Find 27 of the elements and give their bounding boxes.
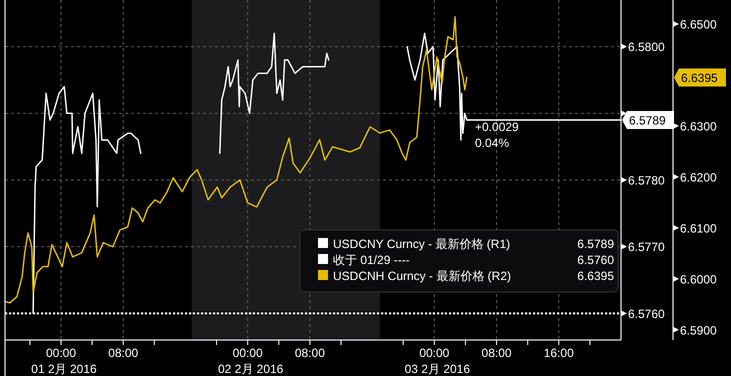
y2-tick-label: 6.6300	[680, 119, 718, 134]
y2-tick-label: 6.6100	[680, 221, 718, 236]
annotation: +0.0029	[475, 120, 520, 134]
x-tick-label: 00:00 03 2月 2016	[404, 346, 470, 376]
y-tick-label: 6.5760	[628, 306, 666, 321]
x-tick-label: 16:00	[544, 346, 574, 360]
y2-tick-label: 6.5900	[680, 323, 718, 338]
x-tick-label: 00:00 01 2月 2016	[31, 346, 98, 376]
y-tick-label: 6.5770	[628, 240, 666, 254]
y-tick-label: 6.5800	[628, 40, 666, 54]
legend-label: USDCNH Curncy - 最新价格 (R2)	[333, 269, 512, 283]
legend-label: USDCNY Curncy - 最新价格 (R1)	[333, 237, 510, 251]
annotation: 6.5789	[577, 237, 614, 251]
y2-tick-label: 6.6000	[680, 272, 718, 286]
x-tick-label: 08:00	[108, 346, 139, 360]
annotation: 6.5760	[577, 253, 614, 267]
annotation: 6.6395	[577, 269, 614, 283]
y-tick-label: 6.5780	[628, 174, 666, 188]
annotation: 0.04%	[475, 136, 510, 150]
y2-tick-label: 6.6200	[680, 170, 718, 184]
legend-label: 收于 01/29 ----	[333, 253, 410, 267]
x-tick-label: 08:00	[482, 346, 512, 360]
text: 6.5789	[629, 114, 666, 128]
x-tick-label: 00:00 02 2月 2016	[218, 346, 284, 376]
x-tick-label: 08:00	[294, 346, 326, 360]
text: 6.6395	[681, 70, 718, 85]
y2-tick-label: 6.6500	[680, 17, 718, 32]
